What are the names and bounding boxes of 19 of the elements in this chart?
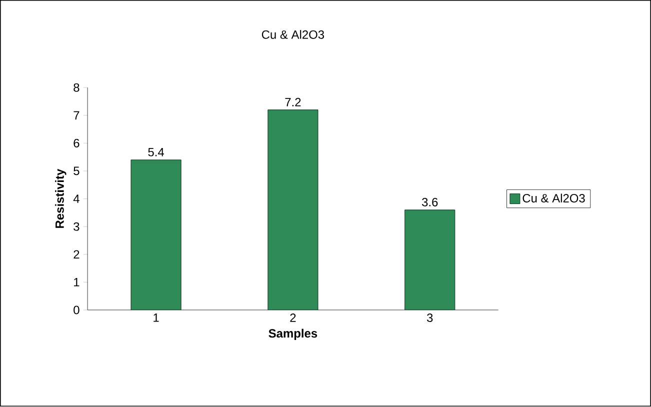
data-label: 5.4 [148,148,164,157]
legend-label: Cu & Al2O3 [522,194,585,203]
data-label: 3.6 [422,198,438,207]
x-tick-label: 1 [154,314,159,322]
x-axis-title: Samples [268,329,318,340]
y-tick-label: 0 [74,306,80,314]
y-tick-label: 7 [74,111,80,120]
x-tick-label: 3 [426,314,433,322]
data-label: 7.2 [285,98,301,106]
y-tick-label: 5 [74,167,80,176]
y-axis-title: Resistivity [55,169,66,228]
y-tick-label: 6 [74,139,80,148]
y-tick-label: 1 [74,278,80,287]
y-tick-label: 2 [74,250,80,259]
y-tick-label: 4 [73,194,80,204]
x-tick-label: 2 [290,314,296,322]
y-tick-label: 3 [74,222,80,232]
chart-title: Cu & Al2O3 [262,30,324,40]
y-tick-label: 8 [74,84,80,92]
